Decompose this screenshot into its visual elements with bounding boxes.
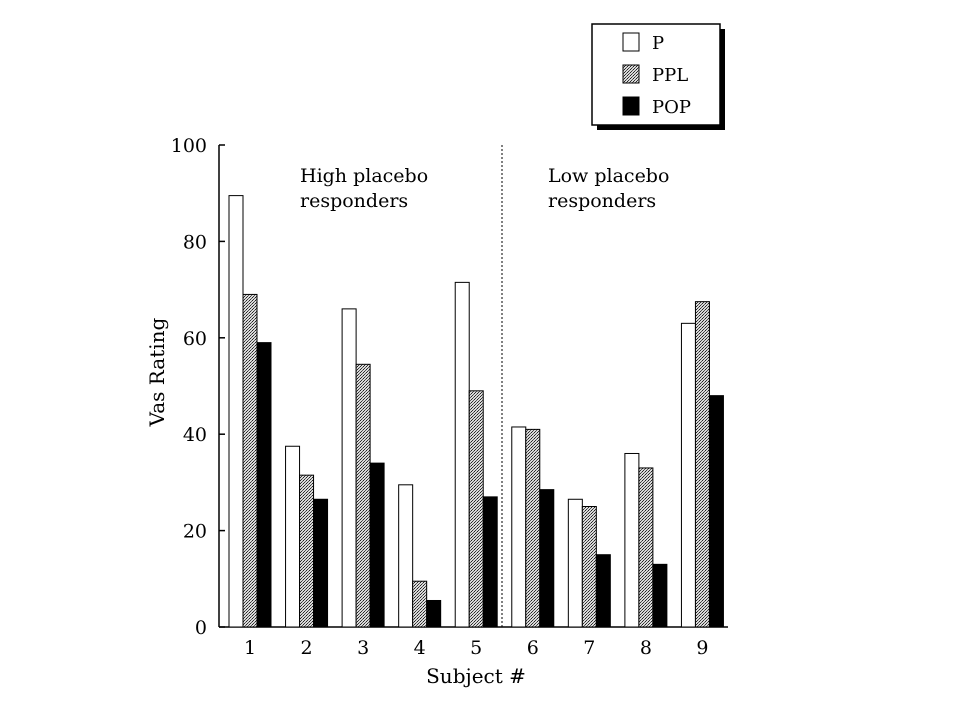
bar-p-subject-1: [228, 195, 244, 628]
y-tick-label: 0: [195, 617, 207, 639]
bar-p-subject-9: [680, 322, 696, 628]
bar-pop-subject-5: [482, 496, 498, 628]
bar-pop-subject-8: [652, 563, 668, 628]
x-tick-label: 1: [244, 637, 256, 659]
bar-ppl-subject-8: [638, 467, 654, 628]
bar-p-subject-6: [511, 426, 527, 628]
y-axis-title: Vas Rating: [145, 317, 169, 427]
legend-label-ppl: PPL: [652, 65, 688, 86]
bar-ppl-subject-3: [355, 363, 371, 628]
bar-ppl-subject-9: [694, 301, 710, 628]
y-tick-label: 100: [171, 135, 207, 157]
legend: P PPL POP: [591, 23, 725, 130]
bar-ppl-subject-1: [242, 293, 258, 628]
x-axis-title: Subject #: [426, 664, 526, 688]
bar-p-subject-4: [398, 484, 414, 628]
y-axis-ticks: 0 20 40 60 80 100: [171, 135, 225, 639]
bar-ppl-subject-5: [468, 390, 484, 628]
legend-label-pop: POP: [652, 97, 691, 118]
bar-p-subject-7: [567, 498, 583, 628]
bar-ppl-subject-7: [581, 506, 597, 628]
bars: [228, 195, 724, 628]
bar-pop-subject-9: [708, 395, 724, 628]
bar-p-subject-3: [341, 308, 357, 628]
legend-swatch-ppl: [622, 64, 640, 84]
x-tick-label: 5: [470, 637, 482, 659]
bar-ppl-subject-6: [525, 428, 541, 628]
bar-p-subject-8: [624, 452, 640, 628]
bar-pop-subject-4: [426, 599, 442, 628]
y-tick-label: 40: [183, 424, 207, 446]
annotation-high-line2: responders: [300, 190, 408, 212]
y-tick-label: 20: [183, 521, 207, 543]
legend-swatch-p: [622, 32, 640, 52]
bar-pop-subject-6: [539, 489, 555, 628]
x-axis-ticks: 1 2 3 4 5 6 7 8 9: [244, 621, 708, 659]
annotation-low-line2: responders: [548, 190, 656, 212]
bar-pop-subject-3: [369, 462, 385, 628]
y-tick-label: 60: [183, 328, 207, 350]
annotation-high-line1: High placebo: [300, 165, 428, 187]
bar-p-subject-2: [285, 445, 301, 628]
y-tick-label: 80: [183, 231, 207, 253]
bar-pop-subject-1: [256, 342, 272, 628]
bar-ppl-subject-4: [412, 580, 428, 628]
bar-ppl-subject-2: [299, 474, 315, 628]
x-tick-label: 7: [583, 637, 595, 659]
annotation-low-line1: Low placebo: [548, 165, 669, 187]
x-tick-label: 9: [696, 637, 708, 659]
bar-pop-subject-2: [313, 498, 329, 628]
x-tick-label: 8: [640, 637, 652, 659]
legend-box: [591, 23, 721, 126]
bar-p-subject-5: [454, 281, 470, 628]
x-tick-label: 2: [301, 637, 313, 659]
x-tick-label: 6: [527, 637, 539, 659]
legend-label-p: P: [652, 33, 664, 54]
x-tick-label: 3: [357, 637, 369, 659]
legend-swatch-pop: [622, 96, 640, 116]
bar-pop-subject-7: [595, 554, 611, 628]
x-tick-label: 4: [414, 637, 426, 659]
